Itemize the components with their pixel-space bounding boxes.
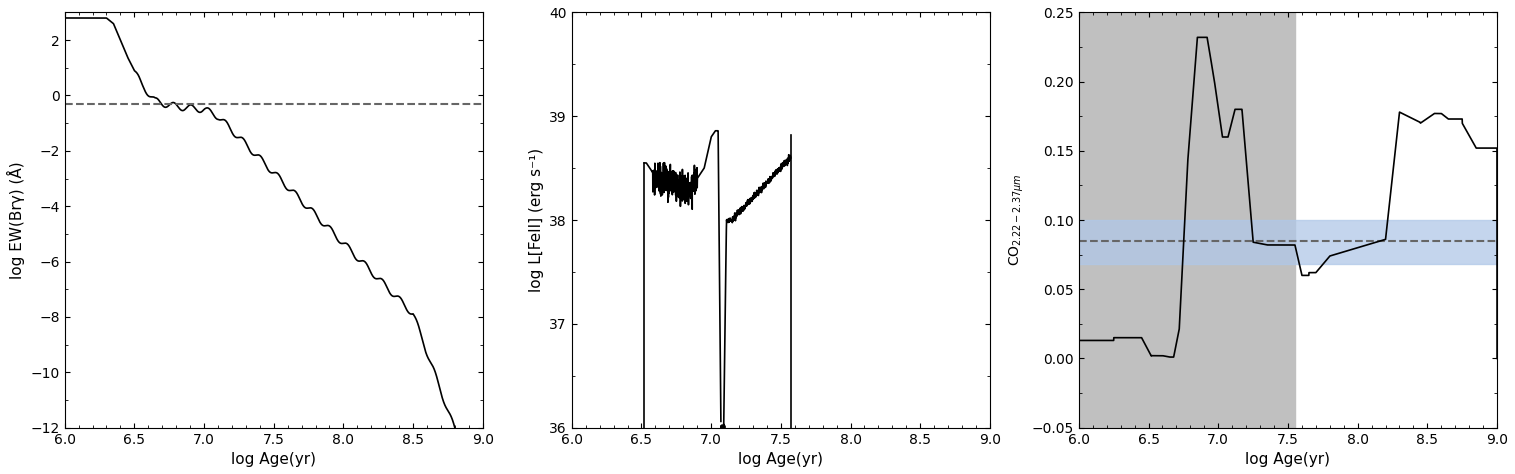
Y-axis label: log L[FeII] (erg s⁻¹): log L[FeII] (erg s⁻¹) <box>529 148 544 292</box>
X-axis label: log Age(yr): log Age(yr) <box>1245 452 1330 467</box>
Bar <box>1079 220 1497 264</box>
Y-axis label: CO$_{2.22-2.37\mu m}$: CO$_{2.22-2.37\mu m}$ <box>1007 174 1026 266</box>
X-axis label: log Age(yr): log Age(yr) <box>232 452 317 467</box>
Bar <box>1079 12 1295 428</box>
X-axis label: log Age(yr): log Age(yr) <box>738 452 823 467</box>
Y-axis label: log EW(Brγ) (Å): log EW(Brγ) (Å) <box>8 161 24 279</box>
